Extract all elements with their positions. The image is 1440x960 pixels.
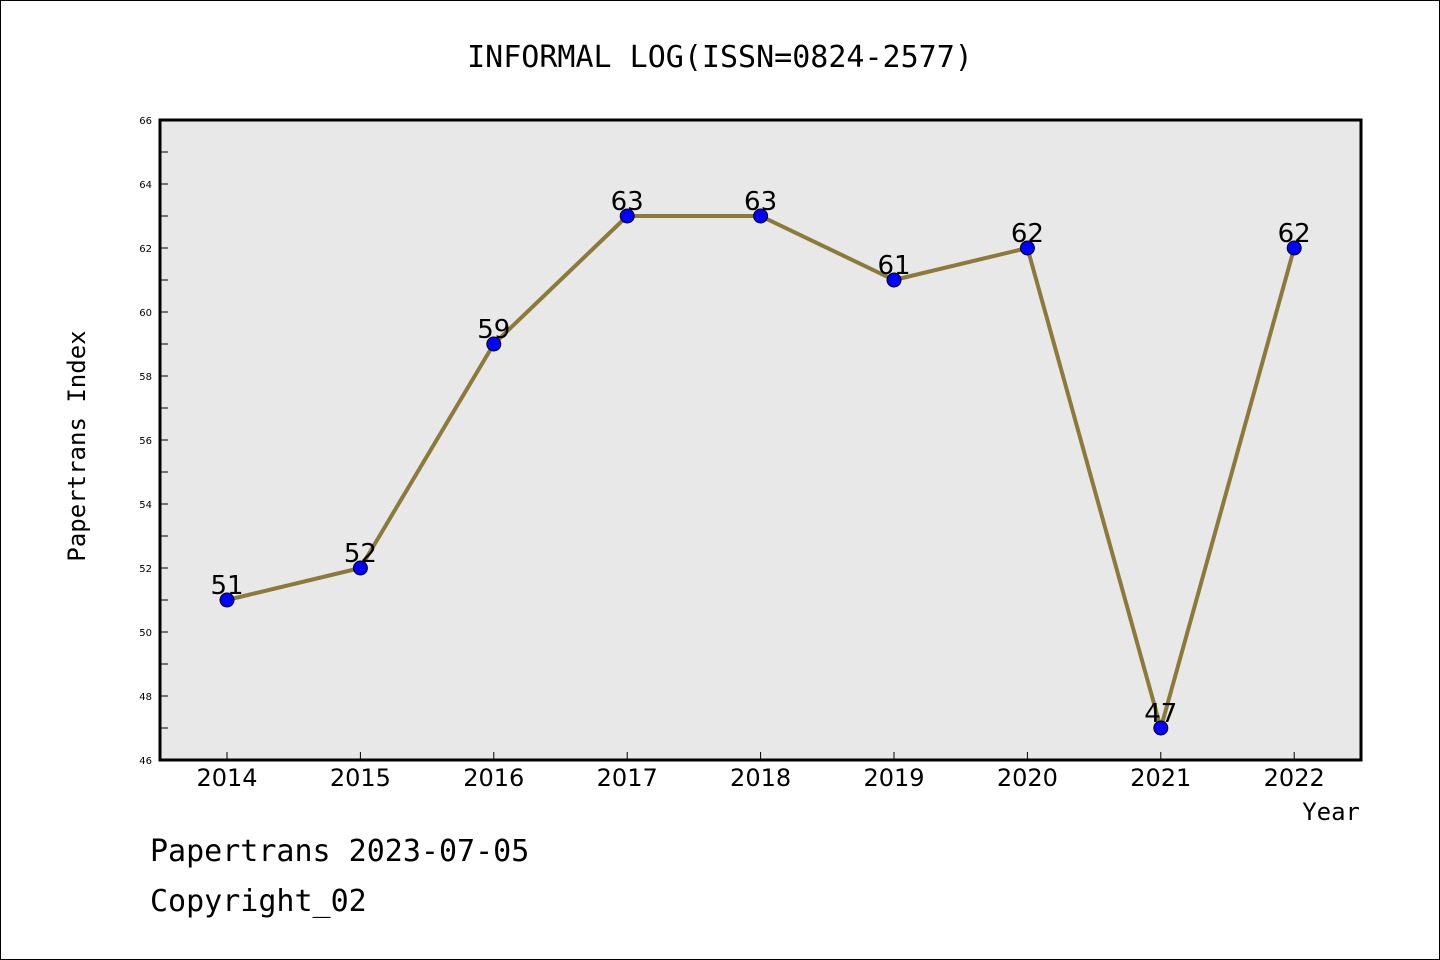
footer-copyright: Copyright_02 [150, 884, 367, 919]
x-tick-label: 2022 [1264, 764, 1325, 792]
y-tick-label: 62 [139, 244, 152, 255]
data-point [753, 208, 769, 224]
x-tick-label: 2016 [463, 764, 524, 792]
x-tick-label: 2019 [863, 764, 924, 792]
data-point [619, 208, 635, 224]
data-label: 51 [210, 571, 243, 601]
data-point [1286, 240, 1302, 256]
data-label: 52 [344, 539, 377, 569]
y-tick-label: 46 [139, 756, 152, 767]
data-point [1019, 240, 1035, 256]
data-point [1153, 720, 1169, 736]
x-tick-label: 2014 [196, 764, 257, 792]
x-axis-label: Year [1302, 798, 1360, 826]
y-axis: 46 48 50 52 54 56 58 60 62 64 66 [139, 116, 168, 767]
data-label: 62 [1011, 219, 1044, 249]
y-tick-label: 60 [139, 308, 152, 319]
chart-title: INFORMAL LOG(ISSN=0824-2577) [467, 40, 973, 75]
y-axis-label: Papertrans Index [63, 330, 91, 561]
y-tick-label: 52 [139, 564, 152, 575]
y-tick-label: 54 [139, 500, 152, 511]
x-tick-label: 2020 [997, 764, 1058, 792]
data-label: 61 [877, 251, 910, 281]
x-tick-label: 2018 [730, 764, 791, 792]
data-label: 47 [1144, 699, 1177, 729]
data-point [352, 560, 368, 576]
y-tick-label: 48 [139, 692, 152, 703]
data-label: 63 [744, 187, 777, 217]
x-tick-label: 2021 [1130, 764, 1191, 792]
data-labels: 51 52 59 63 63 61 62 47 62 [210, 187, 1310, 729]
data-point [886, 272, 902, 288]
x-axis: 2014 2015 2016 2017 2018 2019 2020 2021 2022 [196, 752, 1325, 792]
plot-area [158, 118, 1363, 762]
footer-date: Papertrans 2023-07-05 [150, 834, 530, 869]
data-label: 63 [611, 187, 644, 217]
y-tick-label: 64 [139, 180, 152, 191]
data-label: 62 [1278, 219, 1311, 249]
y-tick-label: 50 [139, 628, 152, 639]
x-tick-label: 2015 [330, 764, 391, 792]
data-point [219, 592, 235, 608]
y-tick-label: 66 [139, 116, 152, 127]
data-point [486, 336, 502, 352]
data-label: 59 [477, 315, 510, 345]
y-tick-label: 56 [139, 436, 152, 447]
x-tick-label: 2017 [597, 764, 658, 792]
data-markers [219, 208, 1302, 736]
y-tick-label: 58 [139, 372, 152, 383]
